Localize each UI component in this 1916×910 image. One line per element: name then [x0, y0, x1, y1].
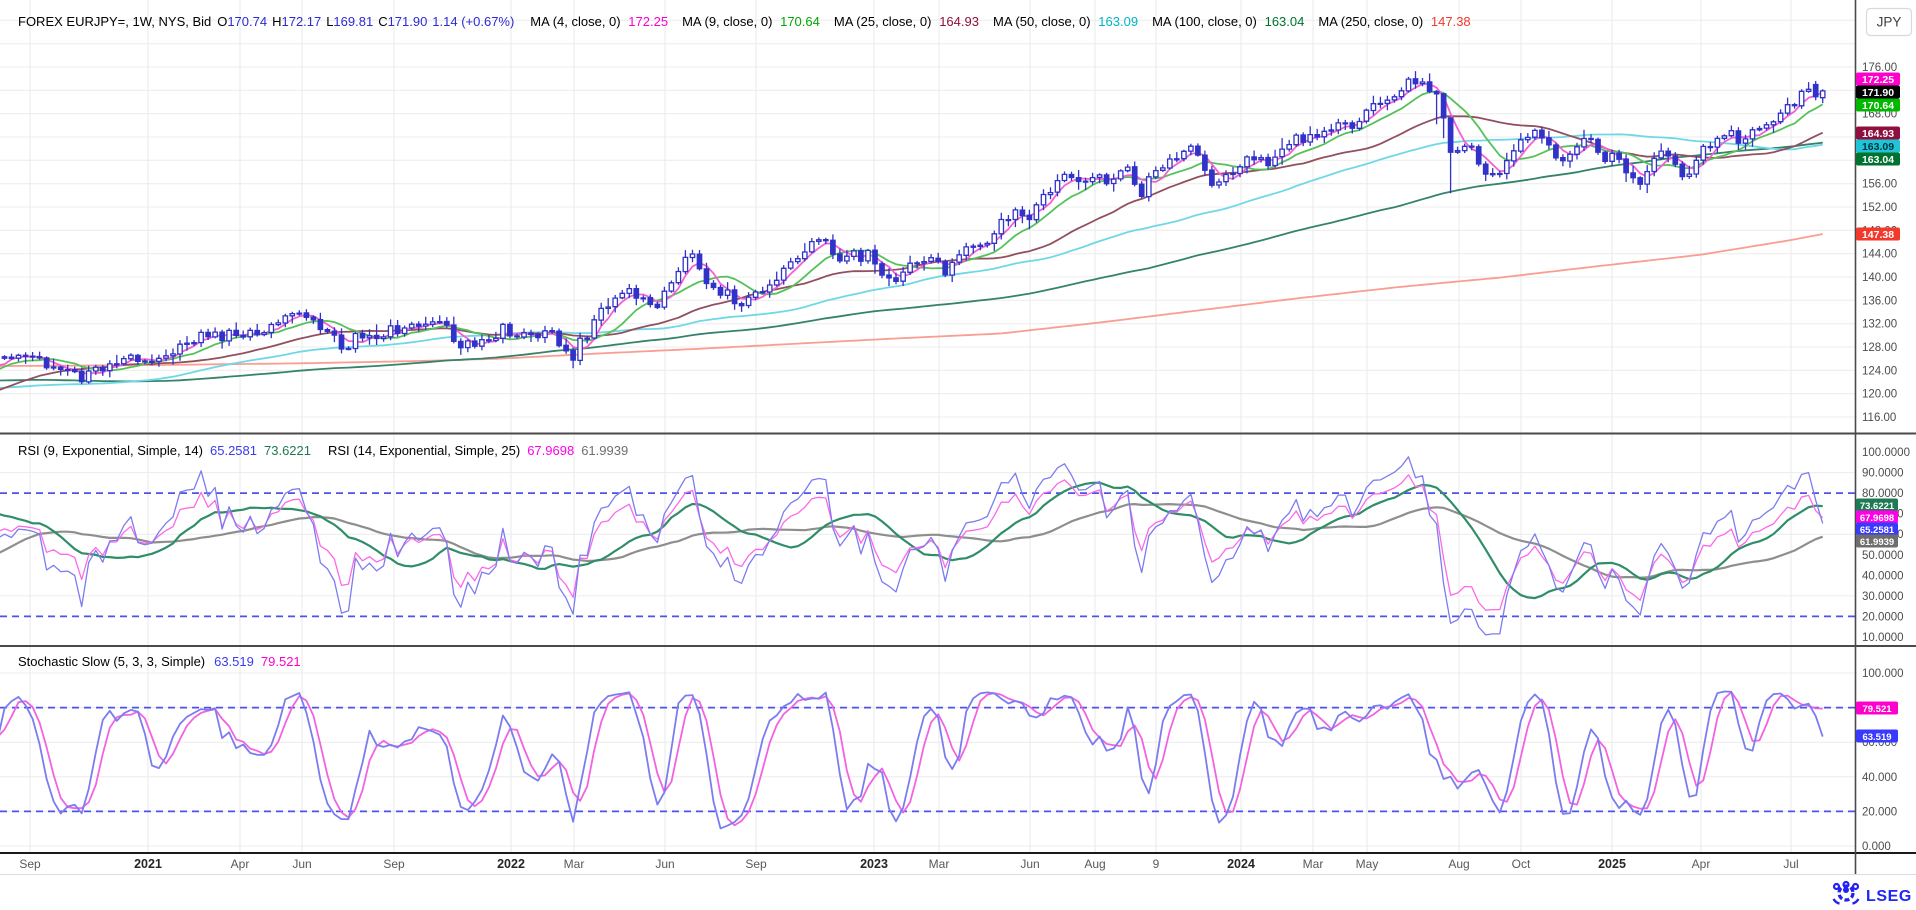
- svg-text:Apr: Apr: [231, 857, 250, 871]
- svg-text:Sep: Sep: [19, 857, 41, 871]
- svg-text:RSI (9, Exponential, Simple, 1: RSI (9, Exponential, Simple, 14): [18, 443, 203, 458]
- svg-text:147.38: 147.38: [1431, 14, 1471, 29]
- svg-text:168.00: 168.00: [1862, 109, 1897, 121]
- svg-text:67.9698: 67.9698: [1860, 513, 1894, 524]
- svg-text:9: 9: [1153, 857, 1160, 871]
- svg-text:100.0000: 100.0000: [1862, 447, 1910, 459]
- svg-text:136.00: 136.00: [1862, 295, 1897, 307]
- svg-text:MA (50, close, 0): MA (50, close, 0): [993, 14, 1091, 29]
- svg-text:164.93: 164.93: [1862, 128, 1894, 140]
- svg-text:20.0000: 20.0000: [1862, 611, 1904, 623]
- svg-text:2023: 2023: [860, 857, 888, 871]
- svg-text:164.93: 164.93: [939, 14, 979, 29]
- svg-text:79.521: 79.521: [261, 654, 301, 669]
- svg-text:Oct: Oct: [1512, 857, 1531, 871]
- svg-text:MA (25, close, 0): MA (25, close, 0): [834, 14, 932, 29]
- svg-text:163.09: 163.09: [1098, 14, 1138, 29]
- svg-text:152.00: 152.00: [1862, 202, 1897, 214]
- svg-text:61.9939: 61.9939: [581, 443, 628, 458]
- svg-text:MA (100, close, 0): MA (100, close, 0): [1152, 14, 1257, 29]
- svg-text:Stochastic Slow (5, 3, 3, Simp: Stochastic Slow (5, 3, 3, Simple): [18, 654, 205, 669]
- svg-text:RSI (14, Exponential, Simple,: RSI (14, Exponential, Simple, 25): [328, 443, 520, 458]
- svg-text:Sep: Sep: [383, 857, 405, 871]
- svg-text:73.6221: 73.6221: [1860, 501, 1895, 512]
- svg-text:LSEG: LSEG: [1866, 888, 1912, 905]
- svg-text:40.000: 40.000: [1862, 772, 1897, 784]
- svg-text:Mar: Mar: [1303, 857, 1324, 871]
- svg-text:30.0000: 30.0000: [1862, 591, 1904, 603]
- svg-text:61.9939: 61.9939: [1860, 537, 1894, 548]
- svg-text:2021: 2021: [134, 857, 162, 871]
- svg-text:80.0000: 80.0000: [1862, 488, 1904, 500]
- svg-text:May: May: [1356, 857, 1379, 871]
- svg-text:Aug: Aug: [1448, 857, 1469, 871]
- svg-text:20.000: 20.000: [1862, 806, 1897, 818]
- svg-text:10.0000: 10.0000: [1862, 632, 1904, 644]
- svg-text:MA (250, close, 0): MA (250, close, 0): [1318, 14, 1423, 29]
- svg-text:79.521: 79.521: [1862, 704, 1892, 715]
- svg-text:156.00: 156.00: [1862, 179, 1897, 191]
- svg-text:163.04: 163.04: [1862, 154, 1894, 166]
- svg-text:MA (9, close, 0): MA (9, close, 0): [682, 14, 772, 29]
- svg-text:50.0000: 50.0000: [1862, 550, 1904, 562]
- svg-text:Aug: Aug: [1084, 857, 1105, 871]
- svg-text:65.2581: 65.2581: [1860, 525, 1895, 536]
- svg-text:0.000: 0.000: [1862, 841, 1891, 853]
- svg-text:FOREX EURJPY=, 1W, NYS, Bid: FOREX EURJPY=, 1W, NYS, Bid: [18, 14, 211, 29]
- svg-text:O170.74: O170.74: [217, 14, 267, 29]
- svg-text:90.0000: 90.0000: [1862, 468, 1904, 480]
- svg-text:67.9698: 67.9698: [527, 443, 574, 458]
- svg-text:170.64: 170.64: [1862, 100, 1894, 112]
- svg-text:116.00: 116.00: [1862, 412, 1896, 424]
- svg-text:H172.17: H172.17: [272, 14, 321, 29]
- svg-text:147.38: 147.38: [1862, 229, 1894, 241]
- svg-text:172.25: 172.25: [628, 14, 668, 29]
- svg-text:65.2581: 65.2581: [210, 443, 257, 458]
- svg-text:63.519: 63.519: [214, 654, 254, 669]
- svg-text:132.00: 132.00: [1862, 319, 1897, 331]
- svg-text:Jun: Jun: [655, 857, 674, 871]
- svg-text:63.519: 63.519: [1862, 732, 1891, 743]
- svg-text:176.00: 176.00: [1862, 62, 1897, 74]
- svg-text:73.6221: 73.6221: [264, 443, 311, 458]
- svg-text:124.00: 124.00: [1862, 365, 1897, 377]
- svg-text:Apr: Apr: [1692, 857, 1711, 871]
- svg-text:MA (4, close, 0): MA (4, close, 0): [530, 14, 620, 29]
- svg-text:172.25: 172.25: [1862, 74, 1894, 86]
- svg-text:128.00: 128.00: [1862, 342, 1897, 354]
- svg-text:120.00: 120.00: [1862, 389, 1897, 401]
- svg-text:170.64: 170.64: [780, 14, 820, 29]
- svg-text:Mar: Mar: [929, 857, 950, 871]
- svg-text:Sep: Sep: [745, 857, 767, 871]
- svg-text:163.04: 163.04: [1265, 14, 1305, 29]
- svg-text:144.00: 144.00: [1862, 249, 1897, 261]
- svg-text:Mar: Mar: [564, 857, 585, 871]
- svg-text:1.14 (+0.67%): 1.14 (+0.67%): [432, 14, 514, 29]
- svg-text:2024: 2024: [1227, 857, 1255, 871]
- svg-text:2022: 2022: [497, 857, 525, 871]
- svg-text:Jul: Jul: [1783, 857, 1798, 871]
- svg-text:Jun: Jun: [1020, 857, 1039, 871]
- svg-text:171.90: 171.90: [1862, 87, 1894, 99]
- svg-text:Jun: Jun: [292, 857, 311, 871]
- svg-text:100.000: 100.000: [1862, 668, 1904, 680]
- svg-text:40.0000: 40.0000: [1862, 570, 1904, 582]
- svg-text:L169.81: L169.81: [326, 14, 373, 29]
- svg-text:C171.90: C171.90: [378, 14, 427, 29]
- svg-text:163.09: 163.09: [1862, 141, 1894, 153]
- svg-text:140.00: 140.00: [1862, 272, 1897, 284]
- svg-text:2025: 2025: [1598, 857, 1626, 871]
- svg-text:JPY: JPY: [1877, 15, 1902, 30]
